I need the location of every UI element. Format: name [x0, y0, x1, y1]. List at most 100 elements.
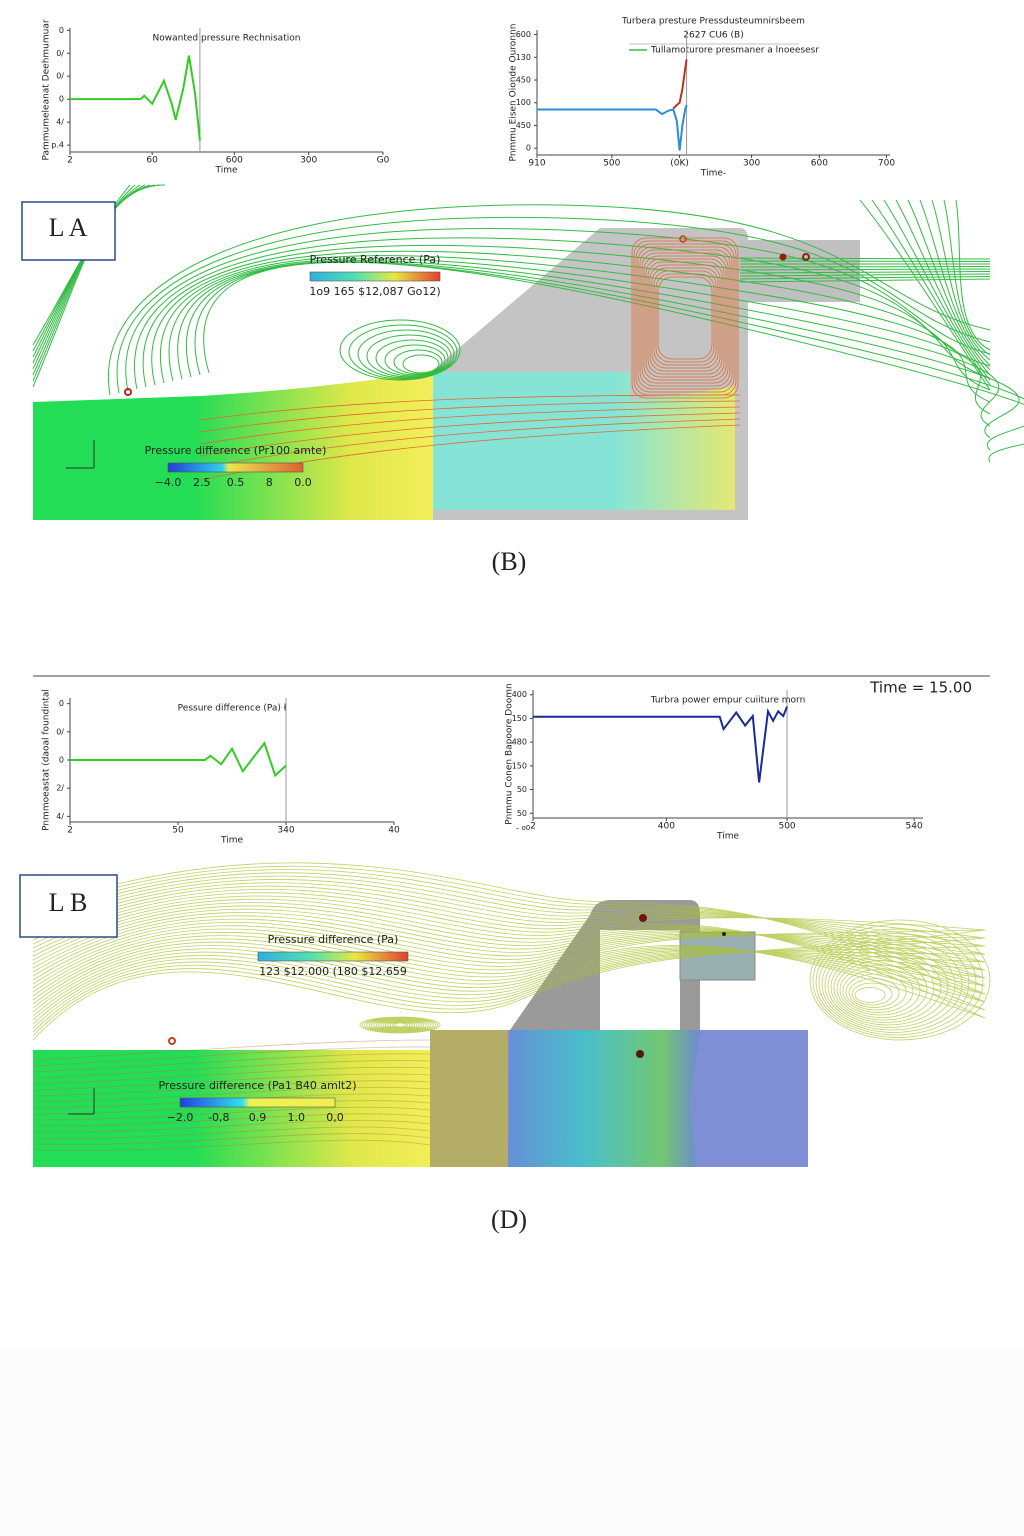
probe: [124, 388, 132, 396]
pressure-zone: [433, 372, 735, 510]
x-tick-label: 340: [277, 826, 294, 836]
streamline: [142, 244, 991, 388]
streamline: [931, 199, 991, 361]
x-tick-label: 300: [300, 156, 317, 166]
streamline: [32, 1139, 431, 1152]
x-axis-label: Time: [716, 832, 739, 842]
inlet-zone: [430, 1030, 510, 1167]
vortex-line: [657, 276, 713, 360]
streamline: [32, 865, 986, 995]
x-tick-label: 500: [603, 159, 620, 169]
streamline: [32, 1039, 431, 1061]
streamline: [739, 273, 991, 277]
colorbar-tick-label: 2.5: [193, 476, 211, 489]
vortex-line: [199, 412, 741, 457]
streamline: [32, 950, 986, 1017]
x-tick-label: 60: [146, 156, 158, 166]
caption: (D): [491, 1205, 527, 1234]
streamline: [821, 937, 963, 1031]
vortex-line: [649, 264, 721, 372]
streamline: [125, 227, 991, 392]
streamline: [836, 960, 928, 1018]
inset-label: L B: [49, 888, 88, 917]
streamline: [402, 354, 440, 374]
streamline: [739, 276, 991, 280]
series-line: [70, 740, 287, 778]
x-tick-label: 600: [226, 156, 243, 166]
streamline: [854, 987, 886, 1003]
y-tick-label: 0: [59, 699, 64, 708]
colorbar-title: Pressure Reference (Pa): [310, 253, 441, 266]
caption: (B): [492, 547, 527, 576]
colorbar-tick-label: 0.5: [227, 476, 245, 489]
inset-label-box: [19, 874, 118, 938]
colorbar: [257, 951, 409, 962]
streamline: [32, 915, 986, 973]
y-axis-label: Pnmmu Conen Bapoore Doomn: [505, 683, 515, 824]
y-tick-label: 600: [516, 30, 531, 39]
streamline: [32, 928, 986, 989]
streamline: [384, 344, 446, 376]
streamline: [339, 319, 461, 381]
streamline: [32, 922, 986, 981]
vortex-line: [641, 252, 729, 384]
colorbar-tick-label: −2.0: [167, 1111, 194, 1124]
x-axis-label: Time: [220, 836, 243, 846]
pressure-zone: [508, 1030, 700, 1167]
vortex-line: [635, 243, 735, 393]
streamline: [32, 1120, 431, 1133]
colorbar-tick-label: -0,8: [208, 1111, 229, 1124]
streamline: [827, 946, 949, 1026]
streamline: [895, 199, 991, 376]
streamline: [151, 250, 991, 391]
x-tick-label: 600: [811, 159, 828, 169]
colorbar-title: Pressure difference (Pa): [268, 933, 399, 946]
y-tick-label: p.4: [51, 141, 64, 150]
streamline: [32, 1086, 431, 1103]
y-tick-label: 4/: [56, 118, 64, 127]
streamline: [919, 199, 991, 366]
streamline: [32, 929, 986, 993]
streamline: [32, 925, 986, 985]
streamline: [32, 872, 986, 979]
y-tick-label: 0: [59, 95, 64, 104]
y-axis-label: Pammumeleanat Deehmumuar: [42, 19, 52, 160]
colorbar: [309, 271, 441, 282]
inset-label-box: [21, 201, 116, 261]
time-label: Time = 15.00: [869, 679, 972, 697]
streamline: [32, 1046, 431, 1067]
streamline: [32, 908, 986, 987]
streamline: [375, 339, 449, 377]
chart-title: Nowanted pressure Rechnisation: [153, 34, 301, 44]
streamline: [32, 892, 986, 945]
streamline: [32, 1053, 431, 1073]
streamline: [366, 334, 452, 378]
y-tick-label: 100: [516, 98, 531, 107]
inset-label: L A: [49, 213, 88, 242]
cfd-panel-d: L B Time = 15.00 (D): [19, 679, 991, 1234]
streamline: [32, 1113, 431, 1127]
vortex-line: [651, 267, 719, 369]
streamline: [32, 888, 986, 941]
x-tick-label: 400: [658, 822, 675, 832]
streamline: [739, 278, 991, 283]
cfd-panel-a: L A (B): [21, 184, 1024, 576]
series-line: [70, 55, 201, 141]
streamline: [185, 261, 1020, 439]
x-tick-label: 910: [528, 159, 545, 169]
streamline: [32, 935, 986, 1019]
streamline: [32, 905, 986, 995]
y-tick-label: 130: [516, 53, 531, 62]
streamline: [818, 933, 970, 1033]
series-line: [537, 104, 688, 151]
streamline: [32, 937, 986, 1037]
streamline: [32, 941, 986, 1005]
y-axis-label: Pnmmoeastat (daoal foundintal: [42, 689, 52, 831]
colorbar-tick-label: 123 $12.000 (180 $12.659: [259, 965, 407, 978]
x-tick-label: 2: [67, 826, 73, 836]
y-tick-label: 0/: [56, 72, 64, 81]
vortex-line: [655, 273, 715, 363]
probe: [679, 235, 687, 243]
streamline: [32, 1066, 431, 1085]
colorbar: [179, 1097, 336, 1108]
